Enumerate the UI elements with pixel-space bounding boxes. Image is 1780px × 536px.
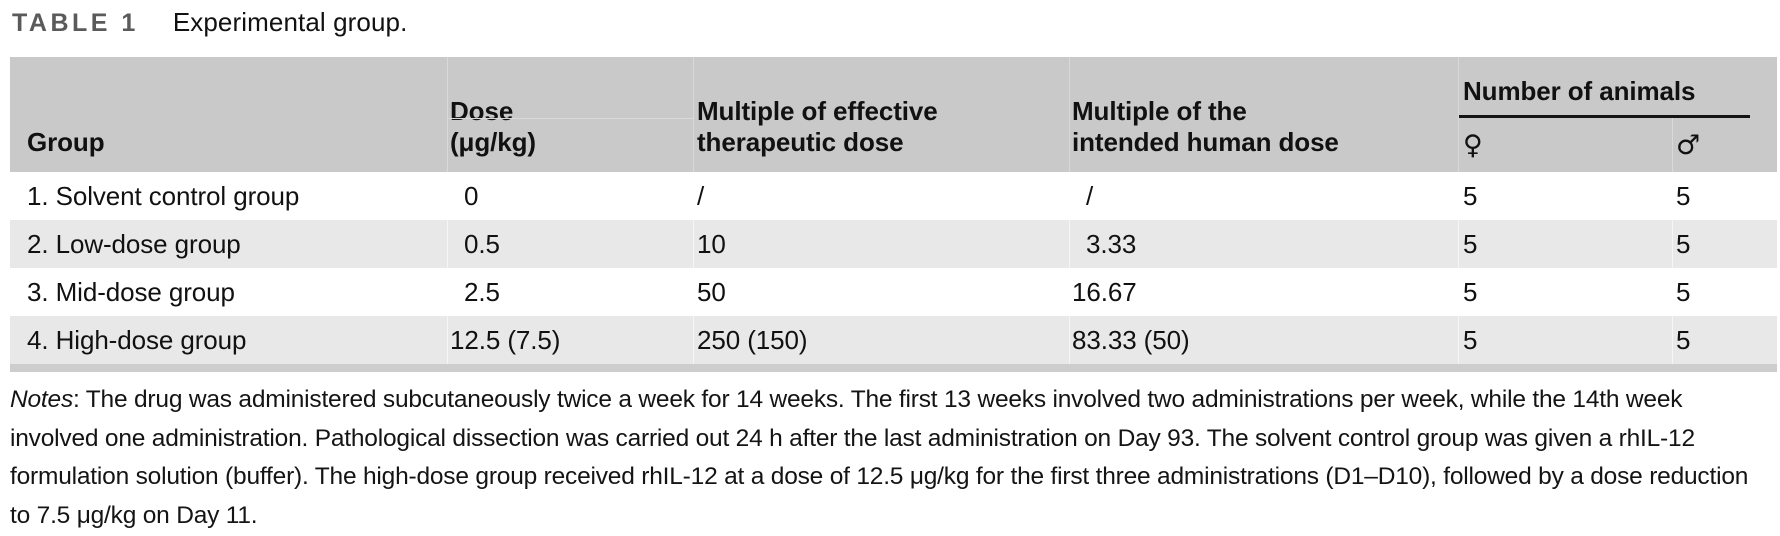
header-multiple-effective: Multiple of effective therapeutic dose xyxy=(693,57,1069,172)
table-bottom-bar xyxy=(10,364,1777,372)
cell-multiple-human: 3.33 xyxy=(1069,220,1458,268)
header-dose: Dose (μg/kg) xyxy=(447,57,693,172)
table-caption: Experimental group. xyxy=(172,7,408,37)
cell-multiple-effective: / xyxy=(693,172,1069,220)
notes-text: : The drug was administered subcutaneous… xyxy=(10,386,1749,529)
cell-male-count: 5 xyxy=(1672,268,1777,316)
cell-dose: 2.5 xyxy=(447,268,693,316)
cell-multiple-effective: 50 xyxy=(693,268,1069,316)
table-title: TABLE 1 Experimental group. xyxy=(12,7,407,38)
cell-female-count: 5 xyxy=(1458,220,1672,268)
table-number-label: TABLE 1 xyxy=(12,9,139,37)
cell-female-count: 5 xyxy=(1458,316,1672,364)
cell-male-count: 5 xyxy=(1672,316,1777,364)
header-seam-line xyxy=(447,118,693,119)
header-group: Group xyxy=(27,127,105,157)
female-icon: ♀ xyxy=(1463,129,1483,161)
notes-label: Notes xyxy=(10,386,74,413)
cell-female-count: 5 xyxy=(1458,268,1672,316)
cell-female-count: 5 xyxy=(1458,172,1672,220)
experimental-group-table: Group Dose (μg/kg) Multiple of effective… xyxy=(10,57,1777,372)
cell-group: 4. High-dose group xyxy=(27,324,247,355)
cell-multiple-effective: 10 xyxy=(693,220,1069,268)
header-female-symbol: ♀ xyxy=(1458,118,1672,172)
header-male-symbol: ♂ xyxy=(1672,118,1777,172)
table-row: 4. High-dose group 12.5 (7.5) 250 (150) … xyxy=(10,316,1777,364)
cell-multiple-human: / xyxy=(1069,172,1458,220)
table-notes: Notes: The drug was administered subcuta… xyxy=(10,381,1770,535)
cell-multiple-human: 83.33 (50) xyxy=(1069,316,1458,364)
number-of-animals-rule: Number of animals xyxy=(1459,76,1750,118)
cell-dose: 0 xyxy=(447,172,693,220)
cell-dose: 0.5 xyxy=(447,220,693,268)
cell-dose: 12.5 (7.5) xyxy=(447,316,693,364)
table-row: 3. Mid-dose group 2.5 50 16.67 5 5 xyxy=(10,268,1777,316)
table-row: 1. Solvent control group 0 / / 5 5 xyxy=(10,172,1777,220)
table-header: Group Dose (μg/kg) Multiple of effective… xyxy=(10,57,1777,172)
cell-multiple-effective: 250 (150) xyxy=(693,316,1069,364)
male-icon: ♂ xyxy=(1676,129,1701,161)
cell-male-count: 5 xyxy=(1672,172,1777,220)
header-multiple-human: Multiple of the intended human dose xyxy=(1069,57,1458,172)
cell-group: 3. Mid-dose group xyxy=(27,276,235,307)
cell-male-count: 5 xyxy=(1672,220,1777,268)
header-number-of-animals: Number of animals xyxy=(1458,57,1777,118)
table-row: 2. Low-dose group 0.5 10 3.33 5 5 xyxy=(10,220,1777,268)
cell-group: 2. Low-dose group xyxy=(27,228,241,259)
cell-group: 1. Solvent control group xyxy=(27,180,300,211)
cell-multiple-human: 16.67 xyxy=(1069,268,1458,316)
table-body: 1. Solvent control group 0 / / 5 5 2. Lo… xyxy=(10,172,1777,364)
